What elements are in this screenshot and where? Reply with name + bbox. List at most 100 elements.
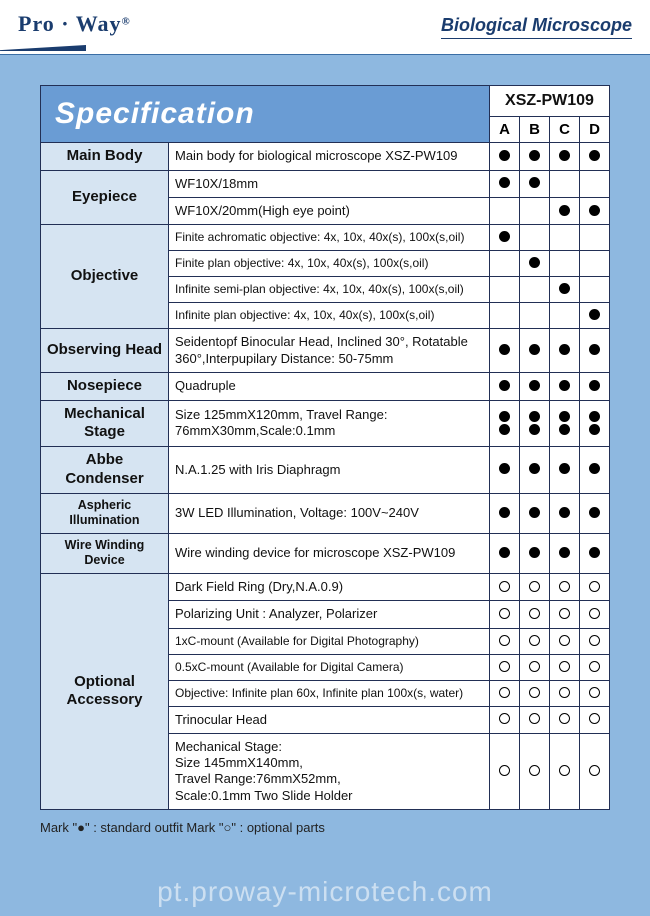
mark-cell (490, 277, 520, 303)
filled-dot-icon (559, 424, 570, 435)
mark-cell (550, 400, 580, 447)
mark-cell (550, 733, 580, 809)
open-circle-icon (529, 661, 540, 672)
category-cell: Mechanical Stage (41, 400, 169, 447)
model-col-d: D (580, 117, 610, 143)
mark-cell (580, 654, 610, 680)
mark-cell (490, 143, 520, 171)
table-row: Abbe CondenserN.A.1.25 with Iris Diaphra… (41, 447, 610, 494)
mark-cell (580, 329, 610, 373)
filled-dot-icon (589, 411, 600, 422)
mark-cell (550, 493, 580, 533)
description-cell: Infinite semi-plan objective: 4x, 10x, 4… (169, 277, 490, 303)
table-row: NosepieceQuadruple (41, 372, 610, 400)
table-row: Observing HeadSeidentopf Binocular Head,… (41, 329, 610, 373)
mark-cell (520, 170, 550, 197)
category-cell: Abbe Condenser (41, 447, 169, 494)
open-circle-icon (589, 608, 600, 619)
filled-dot-icon (559, 507, 570, 518)
mark-cell (550, 706, 580, 733)
description-cell: Size 125mmX120mm, Travel Range: 76mmX30m… (169, 400, 490, 447)
open-circle-icon (559, 635, 570, 646)
category-cell: Nosepiece (41, 372, 169, 400)
filled-dot-icon (589, 380, 600, 391)
mark-cell (580, 251, 610, 277)
filled-dot-icon (559, 150, 570, 161)
filled-dot-icon (559, 463, 570, 474)
mark-cell (580, 143, 610, 171)
mark-cell (520, 225, 550, 251)
mark-cell (520, 143, 550, 171)
description-cell: Trinocular Head (169, 706, 490, 733)
mark-cell (490, 628, 520, 654)
model-col-b: B (520, 117, 550, 143)
mark-cell (520, 601, 550, 628)
open-circle-icon (529, 765, 540, 776)
filled-dot-icon (589, 309, 600, 320)
model-heading: XSZ-PW109 (490, 86, 610, 117)
mark-cell (580, 628, 610, 654)
description-cell: Dark Field Ring (Dry,N.A.0.9) (169, 574, 490, 601)
filled-dot-icon (529, 507, 540, 518)
filled-dot-icon (499, 411, 510, 422)
page-header: Pro · Way® Biological Microscope (0, 0, 650, 55)
filled-dot-icon (499, 463, 510, 474)
mark-cell (490, 400, 520, 447)
filled-dot-icon (559, 411, 570, 422)
mark-cell (520, 400, 550, 447)
mark-cell (550, 329, 580, 373)
mark-cell (550, 680, 580, 706)
filled-dot-icon (589, 205, 600, 216)
open-circle-icon (559, 661, 570, 672)
description-cell: Quadruple (169, 372, 490, 400)
mark-cell (550, 628, 580, 654)
mark-cell (520, 372, 550, 400)
description-cell: Main body for biological microscope XSZ-… (169, 143, 490, 171)
open-circle-icon (529, 687, 540, 698)
mark-cell (550, 654, 580, 680)
page-body: Specification XSZ-PW109 ABCD Main BodyMa… (0, 55, 650, 847)
mark-cell (490, 680, 520, 706)
description-cell: Finite achromatic objective: 4x, 10x, 40… (169, 225, 490, 251)
mark-cell (580, 400, 610, 447)
open-circle-icon (529, 635, 540, 646)
mark-cell (520, 628, 550, 654)
filled-dot-icon (499, 344, 510, 355)
open-circle-icon (499, 765, 510, 776)
open-circle-icon (559, 581, 570, 592)
mark-cell (580, 447, 610, 494)
open-circle-icon (499, 581, 510, 592)
mark-cell (550, 251, 580, 277)
mark-cell (520, 733, 550, 809)
description-cell: 0.5xC-mount (Available for Digital Camer… (169, 654, 490, 680)
mark-cell (580, 733, 610, 809)
mark-cell (490, 601, 520, 628)
open-circle-icon (529, 713, 540, 724)
logo-block: Pro · Way® (18, 11, 131, 43)
description-cell: 3W LED Illumination, Voltage: 100V~240V (169, 493, 490, 533)
open-circle-icon (589, 687, 600, 698)
mark-cell (490, 574, 520, 601)
table-row: Aspheric Illumination3W LED Illumination… (41, 493, 610, 533)
mark-cell (490, 225, 520, 251)
open-circle-icon (589, 765, 600, 776)
filled-dot-icon (559, 205, 570, 216)
mark-cell (580, 303, 610, 329)
filled-dot-icon (589, 507, 600, 518)
category-cell: Eyepiece (41, 170, 169, 225)
description-cell: Objective: Infinite plan 60x, Infinite p… (169, 680, 490, 706)
mark-cell (490, 654, 520, 680)
category-cell: Observing Head (41, 329, 169, 373)
category-cell: Main Body (41, 143, 169, 171)
category-cell: OptionalAccessory (41, 574, 169, 810)
table-row: Main BodyMain body for biological micros… (41, 143, 610, 171)
mark-cell (490, 329, 520, 373)
open-circle-icon (559, 765, 570, 776)
filled-dot-icon (589, 424, 600, 435)
mark-cell (490, 733, 520, 809)
mark-cell (580, 170, 610, 197)
mark-cell (550, 447, 580, 494)
mark-cell (580, 706, 610, 733)
specification-table: Specification XSZ-PW109 ABCD Main BodyMa… (40, 85, 610, 810)
mark-cell (490, 198, 520, 225)
